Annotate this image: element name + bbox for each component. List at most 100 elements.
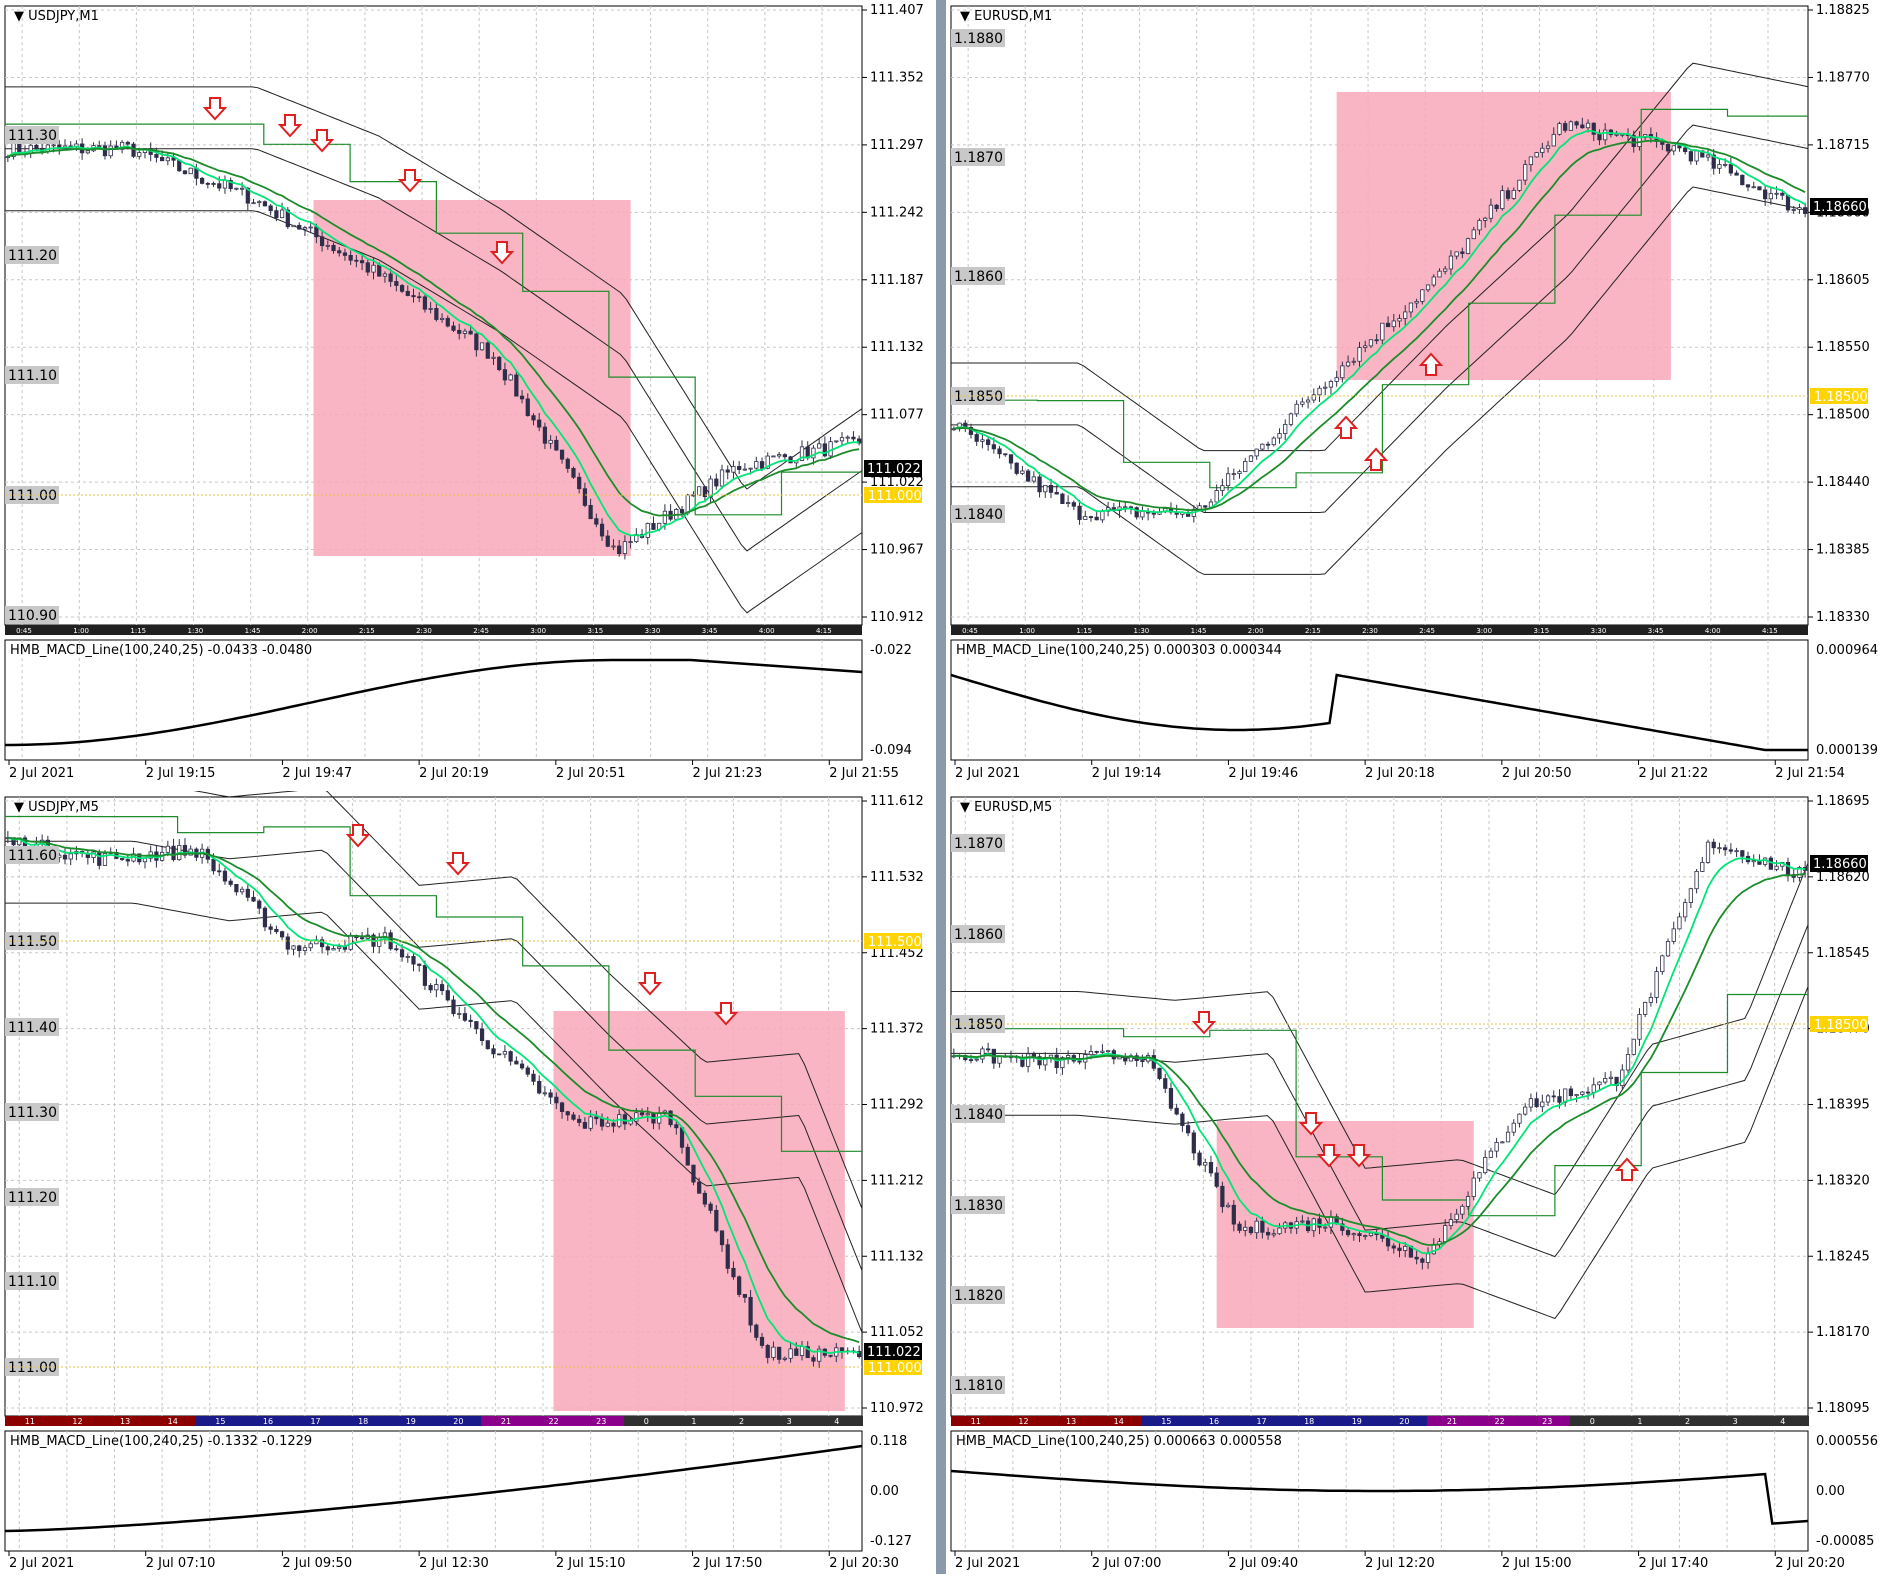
candle-body xyxy=(1231,473,1236,476)
price-tick-label: 1.18605 xyxy=(1816,273,1870,288)
candle-body xyxy=(491,356,496,359)
time-bar-segment xyxy=(1141,1416,1191,1426)
candle-body xyxy=(251,896,256,902)
time-bar-label: 1 xyxy=(691,1417,696,1426)
usdjpy-m5-panel[interactable]: 111.612 111.532 111.452 111.372 111.292 111.2… xyxy=(0,778,936,1574)
candle-body xyxy=(548,439,553,444)
time-bar xyxy=(951,625,1808,635)
candle-body xyxy=(974,1058,979,1061)
price-tick-label: 111.292 xyxy=(870,1098,924,1113)
candle-body xyxy=(1751,860,1756,863)
candle-body xyxy=(308,226,313,229)
candle-body xyxy=(1254,448,1259,457)
usdjpy-m1-panel[interactable]: 111.407 111.352 111.297 111.242 111.187 111.1… xyxy=(0,0,936,785)
usdjpy-m1-chart[interactable]: 111.407 111.352 111.297 111.242 111.187 111.1… xyxy=(0,0,936,785)
candle-body xyxy=(799,1346,805,1356)
chart-title: ▼ USDJPY,M5 xyxy=(14,800,99,815)
candle-body xyxy=(697,1181,702,1194)
candle-body xyxy=(1408,302,1414,313)
macd-line xyxy=(4,1444,863,1533)
candle-body xyxy=(1723,847,1728,851)
time-bar-label: 1 xyxy=(1637,1417,1642,1426)
candle-body xyxy=(1654,971,1659,998)
macd-plot-frame xyxy=(4,639,863,761)
candle-body xyxy=(1568,1088,1574,1097)
price-tick-label: 111.132 xyxy=(870,340,924,355)
candle-body xyxy=(1483,217,1488,221)
level-tag xyxy=(5,486,59,504)
candle-body xyxy=(182,844,188,856)
date-tick-label: 2 Jul 20:20 xyxy=(1775,1556,1845,1571)
buy-arrow-icon xyxy=(1614,1157,1640,1181)
time-bar-label: 13 xyxy=(1066,1417,1076,1426)
candle-body xyxy=(519,1063,525,1069)
candle-body xyxy=(274,928,279,933)
sell-arrow-icon xyxy=(202,97,228,121)
price-level-value: 111.000 xyxy=(868,1361,922,1376)
candle-body xyxy=(1740,850,1745,857)
candle-body xyxy=(1694,150,1699,162)
macd-label: HMB_MACD_Line(100,240,25) 0.000303 0.000… xyxy=(956,643,1282,658)
time-bar-label: 1:45 xyxy=(245,627,261,635)
date-tick-label: 2 Jul 12:20 xyxy=(1365,1556,1435,1571)
eurusd-m1-panel[interactable]: 1.18825 1.18770 1.18715 1.18660 1.18605 1.185… xyxy=(946,0,1886,785)
level-label: 111.20 xyxy=(8,1190,57,1206)
candle-body xyxy=(974,434,979,442)
date-tick-label: 2 Jul 2021 xyxy=(955,1556,1020,1571)
candle-body xyxy=(1677,145,1682,149)
price-tick-label: 1.18620 xyxy=(1816,870,1870,885)
candle-body xyxy=(685,1146,690,1166)
time-bar-segment xyxy=(243,1416,292,1426)
candle-body xyxy=(754,461,759,469)
candle-body xyxy=(1443,1225,1448,1243)
ema-line xyxy=(953,139,1806,512)
candle-body xyxy=(514,374,519,397)
price-tick-label: 1.18330 xyxy=(1816,610,1870,625)
candle-body xyxy=(1345,1230,1351,1236)
candle-body xyxy=(97,851,102,866)
macd-axis-label: -0.022 xyxy=(870,643,912,658)
candle-body xyxy=(537,419,542,428)
eurusd-m1-chart[interactable]: 1.18825 1.18770 1.18715 1.18660 1.18605 1.185… xyxy=(946,0,1886,785)
candle-body xyxy=(519,395,525,400)
band-line xyxy=(951,186,1809,575)
candle-body xyxy=(577,476,582,490)
candle-body xyxy=(1214,1172,1219,1187)
level-tag xyxy=(951,148,1005,166)
price-tick-label: 110.967 xyxy=(870,543,924,558)
panel-divider[interactable] xyxy=(936,0,946,1574)
time-bar-segment xyxy=(290,1416,340,1426)
eurusd-m5-chart[interactable]: 1.186951.186201.185451.184701.183951.183… xyxy=(946,791,1886,1574)
candle-body xyxy=(1454,1213,1459,1221)
level-tag xyxy=(5,606,59,624)
macd-label: HMB_MACD_Line(100,240,25) -0.0433 -0.048… xyxy=(10,643,312,658)
candle-body xyxy=(817,443,822,449)
candle-body xyxy=(1225,473,1231,487)
price-tick-label: 111.242 xyxy=(870,205,924,220)
date-tick-label: 2 Jul 21:54 xyxy=(1775,766,1845,781)
candle-body xyxy=(674,1124,679,1129)
candle-body xyxy=(1117,1056,1122,1060)
level-label: 111.50 xyxy=(8,934,57,950)
candle-body xyxy=(394,948,399,951)
time-bar-label: 1:15 xyxy=(1076,627,1092,635)
candle-body xyxy=(1711,154,1716,169)
candle-body xyxy=(1603,129,1608,141)
usdjpy-m5-chart[interactable]: 111.612 111.532 111.452 111.372 111.292 111.2… xyxy=(0,778,936,1574)
candle-body xyxy=(559,449,565,460)
candle-body xyxy=(1694,871,1699,890)
candle-body xyxy=(217,183,222,189)
price-level-tag xyxy=(1810,388,1868,404)
time-bar-label: 14 xyxy=(1114,1417,1124,1426)
eurusd-m5-panel[interactable]: 1.186951.186201.185451.184701.183951.183… xyxy=(946,791,1886,1574)
candle-body xyxy=(1197,1152,1202,1166)
candle-body xyxy=(514,1060,519,1065)
sell-arrow-icon xyxy=(713,1002,739,1026)
time-bar-label: 4:00 xyxy=(759,627,775,635)
chart-title: ▼ EURUSD,M1 xyxy=(960,9,1052,24)
time-bar-label: 15 xyxy=(215,1417,225,1426)
candle-body xyxy=(1071,502,1076,507)
candle-body xyxy=(51,144,56,147)
candle-body xyxy=(1448,255,1454,270)
price-tick-label: 1.18770 xyxy=(1816,70,1870,85)
